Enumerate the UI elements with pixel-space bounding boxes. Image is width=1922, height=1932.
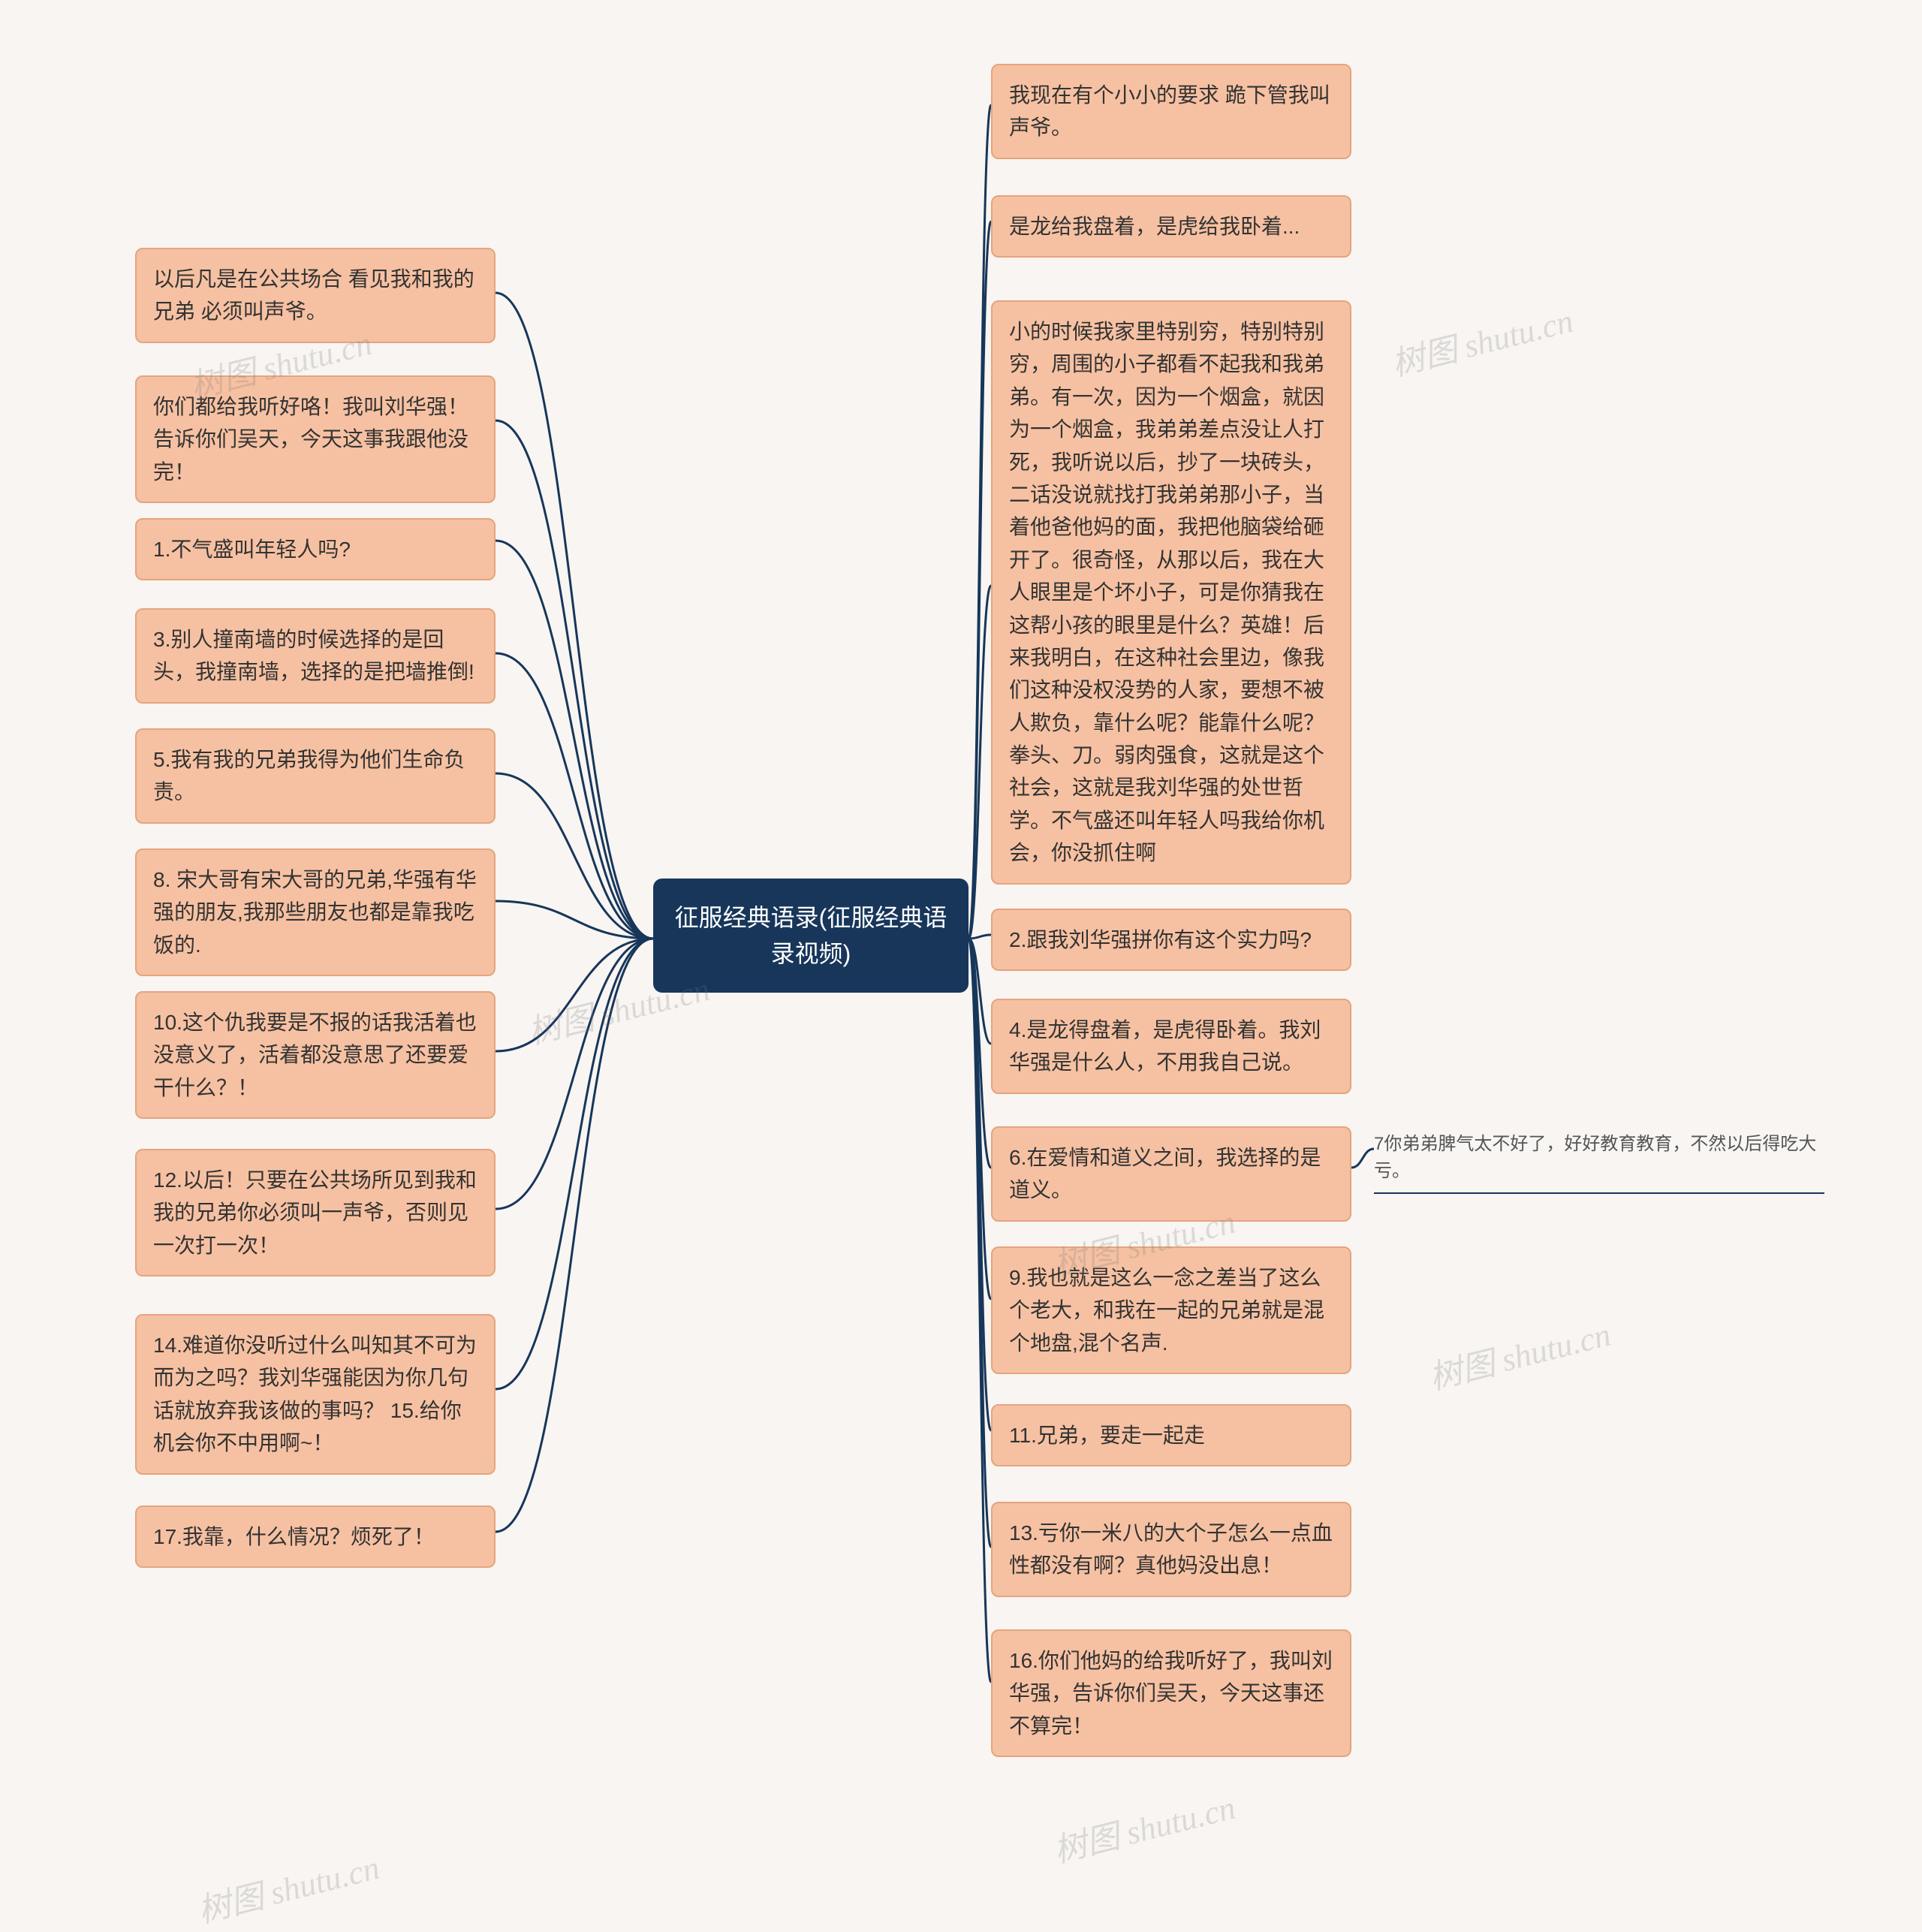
left-node-2[interactable]: 1.不气盛叫年轻人吗? (135, 518, 496, 580)
right-node-3[interactable]: 2.跟我刘华强拼你有这个实力吗? (991, 909, 1351, 971)
right-node-5[interactable]: 6.在爱情和道义之间，我选择的是道义。 (991, 1126, 1351, 1222)
right-node-8[interactable]: 13.亏你一米八的大个子怎么一点血性都没有啊？真他妈没出息！ (991, 1502, 1351, 1597)
subnode-0[interactable]: 7你弟弟脾气太不好了，好好教育教育，不然以后得吃大亏。 (1374, 1126, 1824, 1194)
right-node-6[interactable]: 9.我也就是这么一念之差当了这么个老大，和我在一起的兄弟就是混个地盘,混个名声. (991, 1246, 1351, 1374)
left-node-8[interactable]: 14.难道你没听过什么叫知其不可为而为之吗？我刘华强能因为你几句话就放弃我该做的… (135, 1314, 496, 1475)
right-node-9[interactable]: 16.你们他妈的给我听好了，我叫刘华强，告诉你们吴天，今天这事还不算完！ (991, 1629, 1351, 1757)
left-node-5[interactable]: 8. 宋大哥有宋大哥的兄弟,华强有华强的朋友,我那些朋友也都是靠我吃饭的. (135, 848, 496, 976)
center-node[interactable]: 征服经典语录(征服经典语录视频) (653, 879, 969, 993)
right-node-1[interactable]: 是龙给我盘着，是虎给我卧着... (991, 195, 1351, 258)
right-node-7[interactable]: 11.兄弟，要走一起走 (991, 1404, 1351, 1466)
right-node-2[interactable]: 小的时候我家里特别穷，特别特别穷，周围的小子都看不起我和我弟弟。有一次，因为一个… (991, 300, 1351, 885)
left-node-7[interactable]: 12.以后！只要在公共场所见到我和我的兄弟你必须叫一声爷，否则见一次打一次！ (135, 1149, 496, 1276)
right-node-0[interactable]: 我现在有个小小的要求 跪下管我叫声爷。 (991, 64, 1351, 159)
left-node-1[interactable]: 你们都给我听好咯！我叫刘华强！告诉你们吴天，今天这事我跟他没完！ (135, 375, 496, 503)
left-node-4[interactable]: 5.我有我的兄弟我得为他们生命负责。 (135, 728, 496, 824)
right-node-4[interactable]: 4.是龙得盘着，是虎得卧着。我刘华强是什么人，不用我自己说。 (991, 999, 1351, 1094)
left-node-0[interactable]: 以后凡是在公共场合 看见我和我的兄弟 必须叫声爷。 (135, 248, 496, 343)
left-node-6[interactable]: 10.这个仇我要是不报的话我活着也没意义了，活着都没意思了还要爱干什么？！ (135, 991, 496, 1119)
left-node-9[interactable]: 17.我靠，什么情况？烦死了！ (135, 1506, 496, 1568)
mindmap-canvas: 征服经典语录(征服经典语录视频) 以后凡是在公共场合 看见我和我的兄弟 必须叫声… (0, 0, 1922, 1914)
left-node-3[interactable]: 3.别人撞南墙的时候选择的是回头，我撞南墙，选择的是把墙推倒! (135, 608, 496, 704)
